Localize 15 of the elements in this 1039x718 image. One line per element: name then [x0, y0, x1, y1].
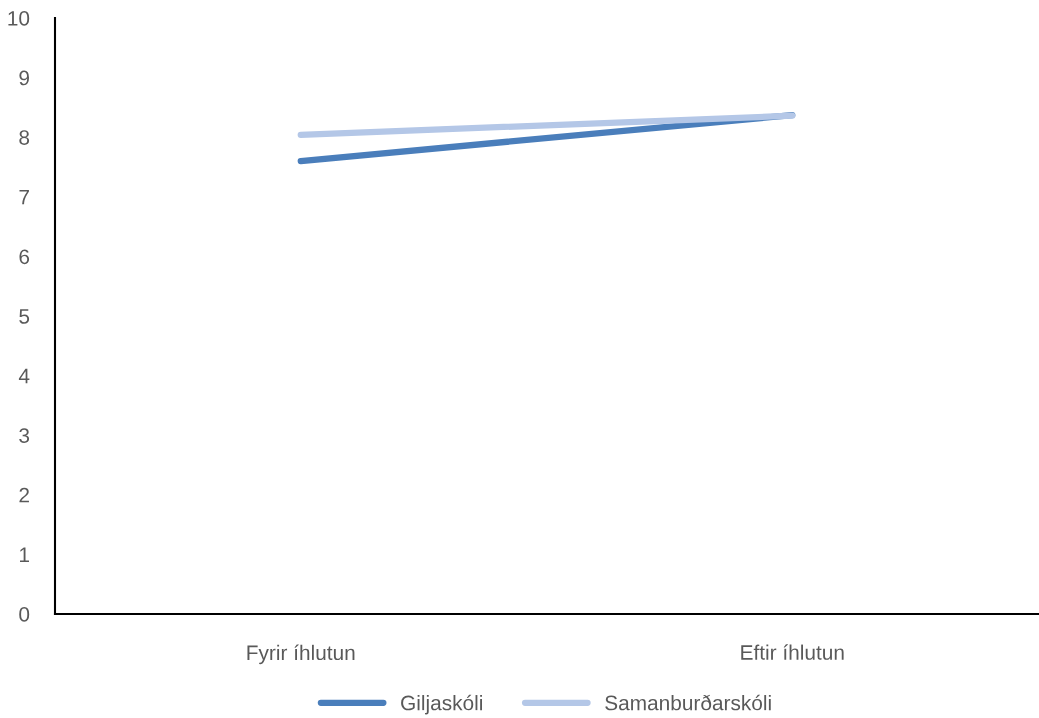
legend-label: Samanburðarskóli	[605, 694, 771, 711]
y-tick-label: 3	[19, 428, 30, 443]
y-tick-label: 7	[19, 190, 29, 205]
y-tick-label: 5	[19, 309, 30, 324]
y-tick-label: 9	[19, 70, 30, 86]
y-tick-label: 4	[18, 368, 30, 384]
x-tick-label: Eftir íhlutun	[741, 644, 844, 660]
y-tick-label: 6	[19, 249, 30, 265]
y-tick-label: 0	[19, 607, 30, 622]
x-tick-label: Fyrir íhlutun	[247, 644, 355, 665]
y-tick-label: 2	[19, 487, 29, 503]
y-tick-label: 1	[20, 547, 29, 562]
y-tick-label: 8	[19, 130, 30, 145]
legend-label: Giljaskóli	[401, 694, 482, 715]
y-tick-label: 10	[8, 11, 30, 26]
